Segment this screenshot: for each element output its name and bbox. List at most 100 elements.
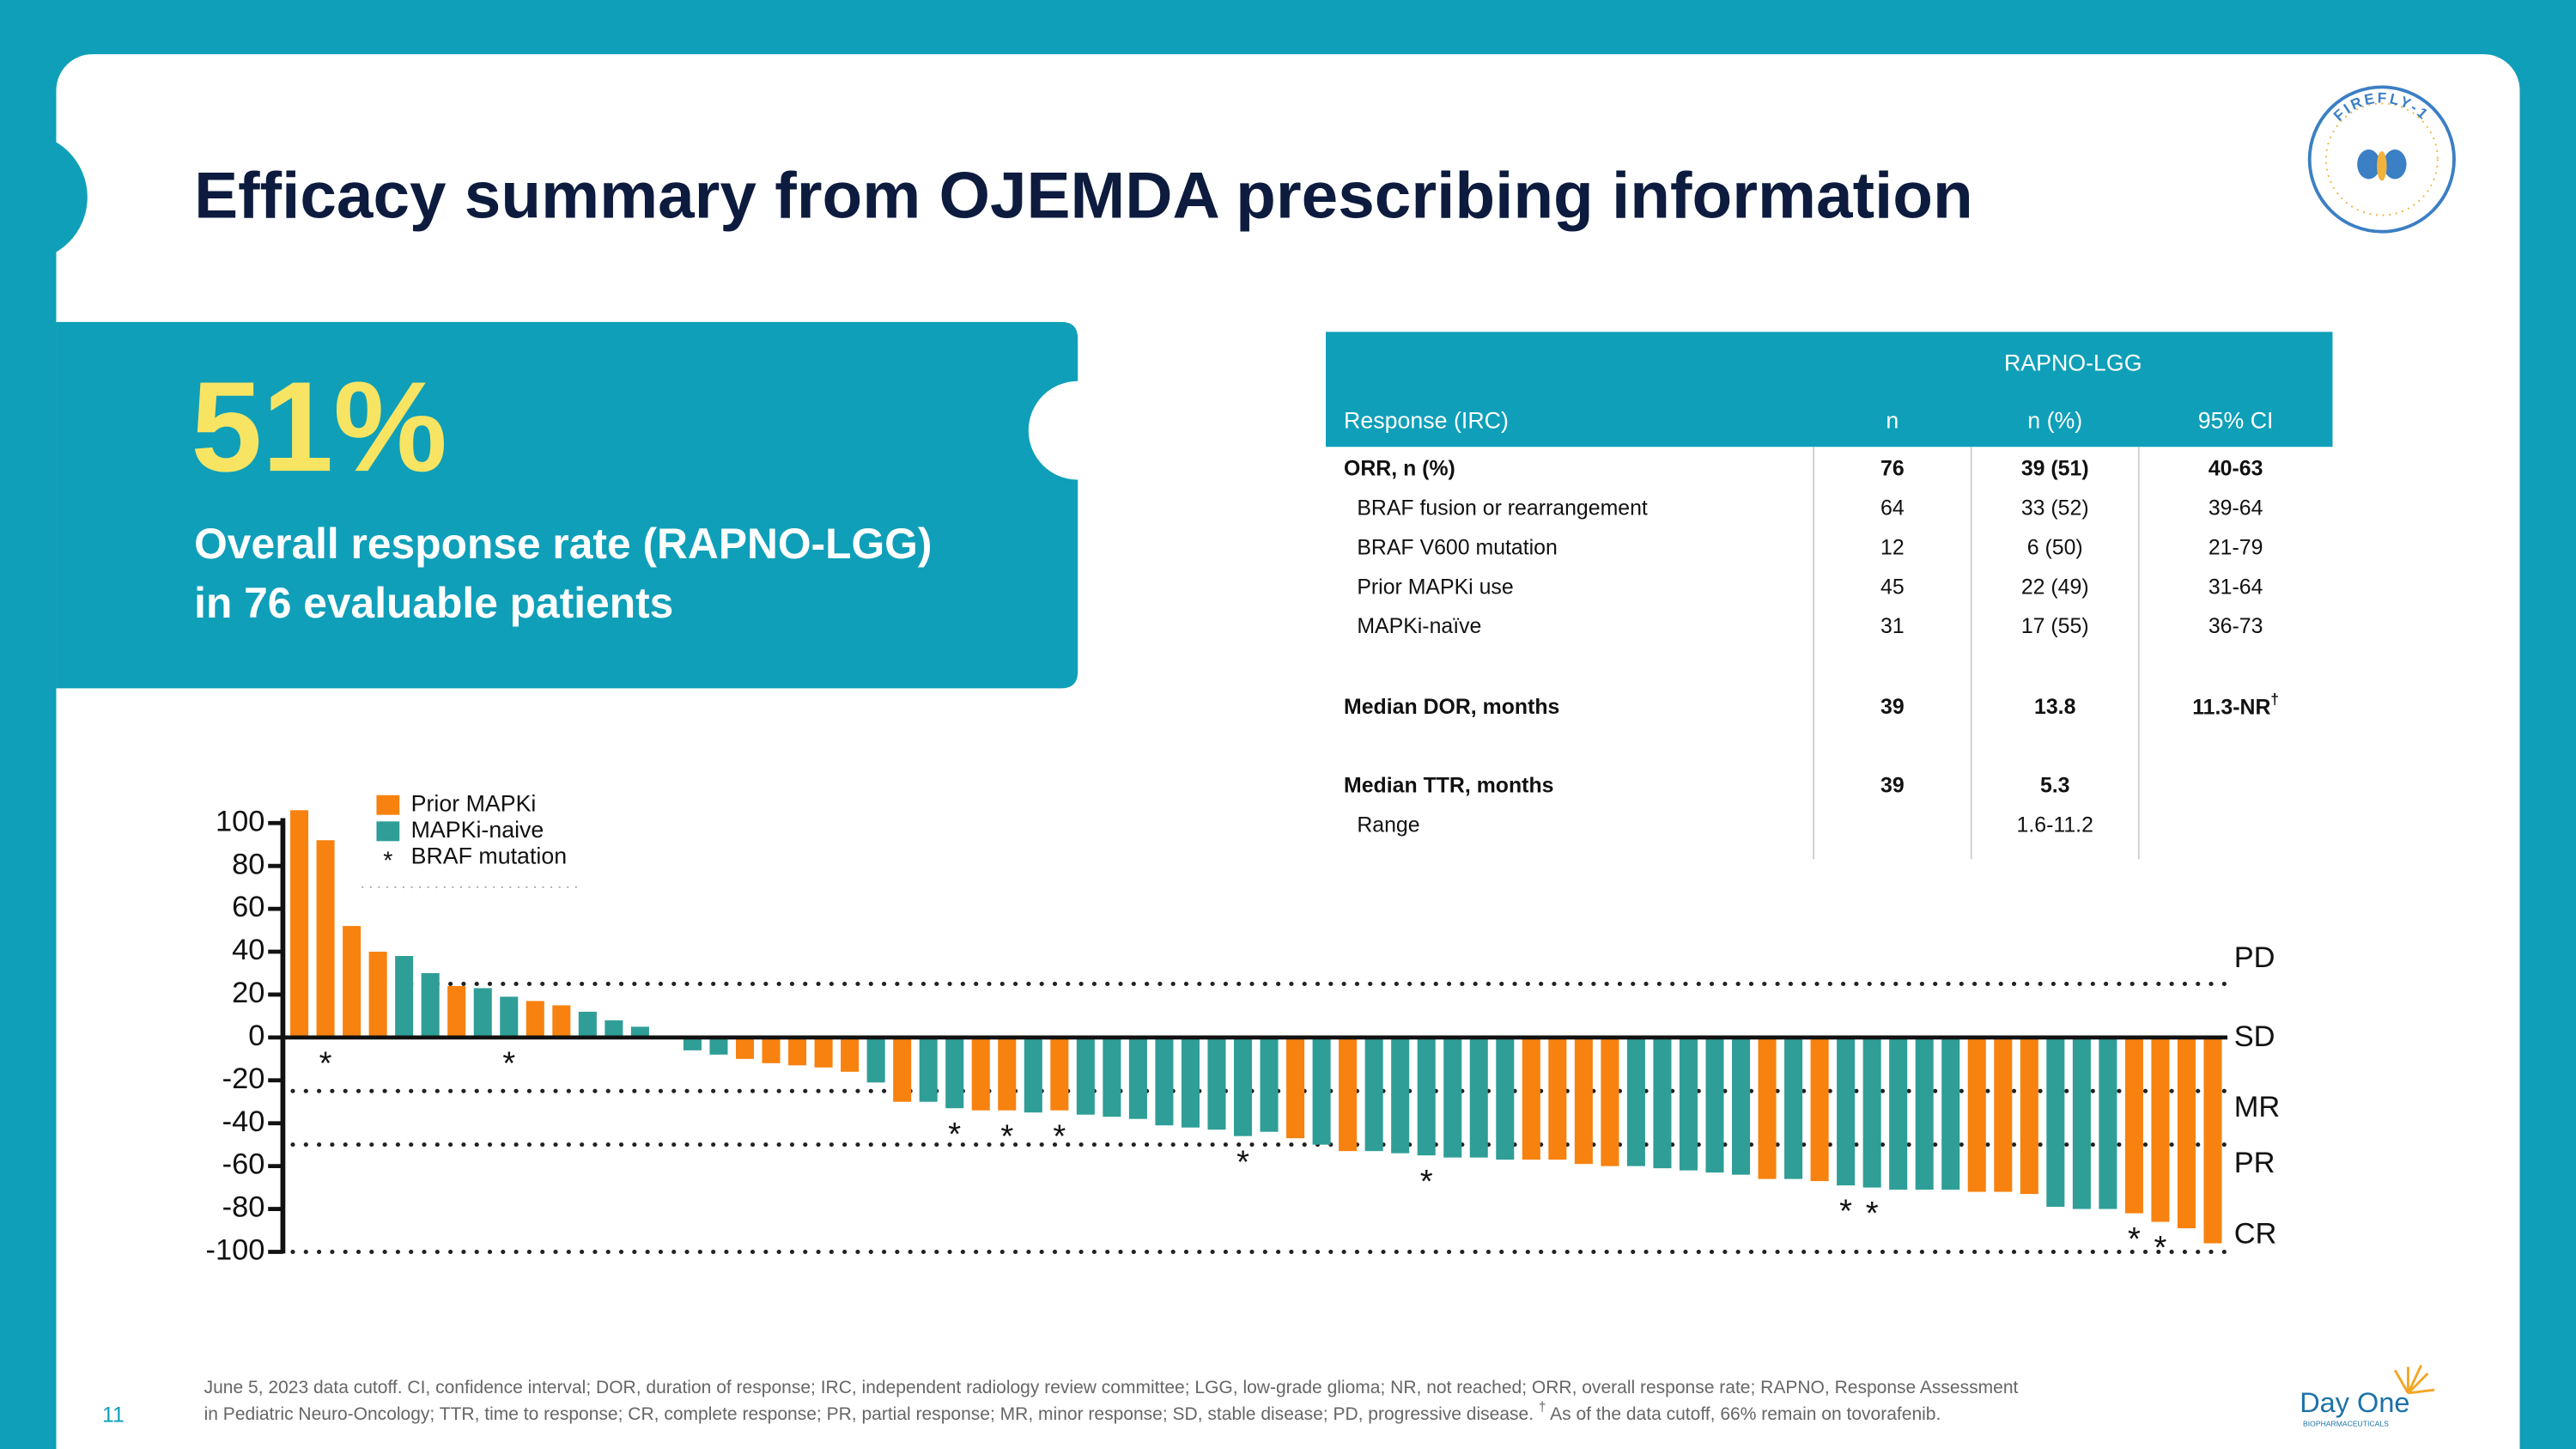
table-cell: 39-64 [2208, 496, 2263, 520]
response-label: PR [2234, 1147, 2275, 1179]
bar [2203, 1037, 2222, 1244]
waterfall-chart: 100 80 60 40 20 0 -20 -40 -60 -80 -100 * * * * * * * * * * * P… [206, 790, 2281, 1266]
row-label: ORR, n (%) [1344, 457, 1455, 481]
y-tick-label: -40 [222, 1105, 265, 1138]
table-cell: 21-79 [2208, 535, 2263, 559]
column-header: n [1886, 408, 1899, 434]
callout-stat: 51% [191, 355, 447, 498]
bar [1024, 1037, 1042, 1113]
efficacy-table: RAPNO-LGG Response (IRC) n n (%) 95% CI ORR,… [1325, 332, 2333, 860]
logo-wing [2357, 149, 2380, 180]
bar [841, 1037, 860, 1072]
bar [1732, 1037, 1751, 1175]
callout-box [56, 321, 1078, 689]
callout-line: in 76 evaluable patients [194, 579, 673, 627]
row-label: Range [1357, 813, 1419, 837]
bar [1994, 1037, 2013, 1192]
table-cell: 11.3-NR† [2192, 690, 2279, 719]
bar [1312, 1037, 1331, 1145]
logo-wing [2383, 149, 2407, 180]
response-label: PD [2234, 941, 2275, 974]
notch [0, 132, 88, 262]
bar [368, 952, 387, 1038]
table-cell-text: 11.3-NR [2192, 695, 2270, 719]
braf-marker: * [319, 1044, 332, 1081]
braf-marker: * [1420, 1163, 1433, 1200]
y-tick-label: -100 [206, 1234, 265, 1267]
braf-marker: * [1000, 1117, 1013, 1154]
braf-marker: * [2128, 1221, 2141, 1257]
legend-label: MAPKi-naive [411, 817, 544, 843]
bar [1837, 1037, 1856, 1186]
bar [552, 1005, 571, 1038]
footnote-text: As of the data cutoff, 66% remain on tov… [1546, 1403, 1941, 1423]
table-cell: 31-64 [2208, 575, 2263, 599]
title: Efficacy summary from OJEMDA prescribing… [194, 160, 1973, 233]
bar [1233, 1037, 1253, 1136]
bar [1417, 1037, 1436, 1156]
footnote-mark: † [2270, 690, 2279, 707]
legend-label: Prior MAPKi [411, 790, 537, 816]
logo-body [2377, 150, 2387, 181]
bar [1207, 1037, 1226, 1130]
bar [1862, 1037, 1881, 1188]
table-cell: 17 (55) [2021, 614, 2089, 638]
footnote: June 5, 2023 data cutoff. CI, confidence… [204, 1378, 2019, 1397]
bar [2072, 1037, 2091, 1209]
table-cell: 22 (49) [2021, 575, 2089, 599]
table-cell: 40-63 [2208, 457, 2263, 481]
bar [1364, 1037, 1383, 1152]
table-cell: 13.8 [2034, 695, 2076, 719]
braf-marker: * [948, 1116, 961, 1153]
bar [1496, 1037, 1515, 1160]
bar [1889, 1037, 1908, 1190]
bar [1679, 1037, 1698, 1171]
bar [1548, 1037, 1567, 1160]
bar [1705, 1037, 1724, 1173]
table-cell: 1.6-11.2 [2017, 813, 2093, 837]
bar [1758, 1037, 1777, 1179]
column-header: n (%) [2027, 408, 2082, 434]
bar [683, 1037, 702, 1050]
y-tick-label: 40 [232, 934, 264, 966]
logo-dots [2324, 102, 2439, 216]
dayone-logo: Day One BIOPHARMACEUTICALS [2300, 1364, 2435, 1428]
bar [1391, 1037, 1410, 1154]
bar [2099, 1037, 2117, 1209]
footnote-text: in Pediatric Neuro-Oncology; TTR, time t… [204, 1403, 1539, 1423]
braf-marker: * [502, 1044, 515, 1081]
bar [1339, 1037, 1358, 1152]
page-number: 11 [102, 1403, 125, 1427]
y-tick-label: -80 [222, 1191, 265, 1224]
bar [788, 1037, 807, 1066]
bar [1443, 1037, 1462, 1158]
braf-marker: * [1839, 1193, 1852, 1230]
brand-sub: BIOPHARMACEUTICALS [2303, 1420, 2389, 1428]
bar [290, 810, 309, 1038]
bar [1522, 1037, 1540, 1160]
bar [945, 1037, 964, 1109]
table-cell: 45 [1880, 575, 1905, 599]
sun-rays [2393, 1364, 2435, 1395]
column-header: Response (IRC) [1344, 408, 1509, 434]
bar [1103, 1037, 1121, 1117]
y-tick-label: 20 [232, 977, 264, 1009]
bar [421, 972, 440, 1038]
bar [1469, 1037, 1488, 1158]
row-label: BRAF fusion or rearrangement [1357, 496, 1648, 520]
bar [316, 840, 335, 1038]
table-cell: 76 [1880, 457, 1905, 481]
bar [971, 1037, 990, 1111]
table-cell: 39 [1880, 695, 1905, 719]
bar [1076, 1037, 1095, 1115]
y-tick-label: -60 [222, 1148, 265, 1181]
response-label: SD [2234, 1020, 2275, 1053]
bar [2151, 1037, 2170, 1222]
bar [1128, 1037, 1147, 1119]
callout-line: Overall response rate (RAPNO-LGG) [194, 520, 932, 568]
bar [893, 1037, 912, 1102]
bar [919, 1037, 938, 1102]
legend-marker: * [383, 848, 392, 875]
bar [2046, 1037, 2065, 1208]
